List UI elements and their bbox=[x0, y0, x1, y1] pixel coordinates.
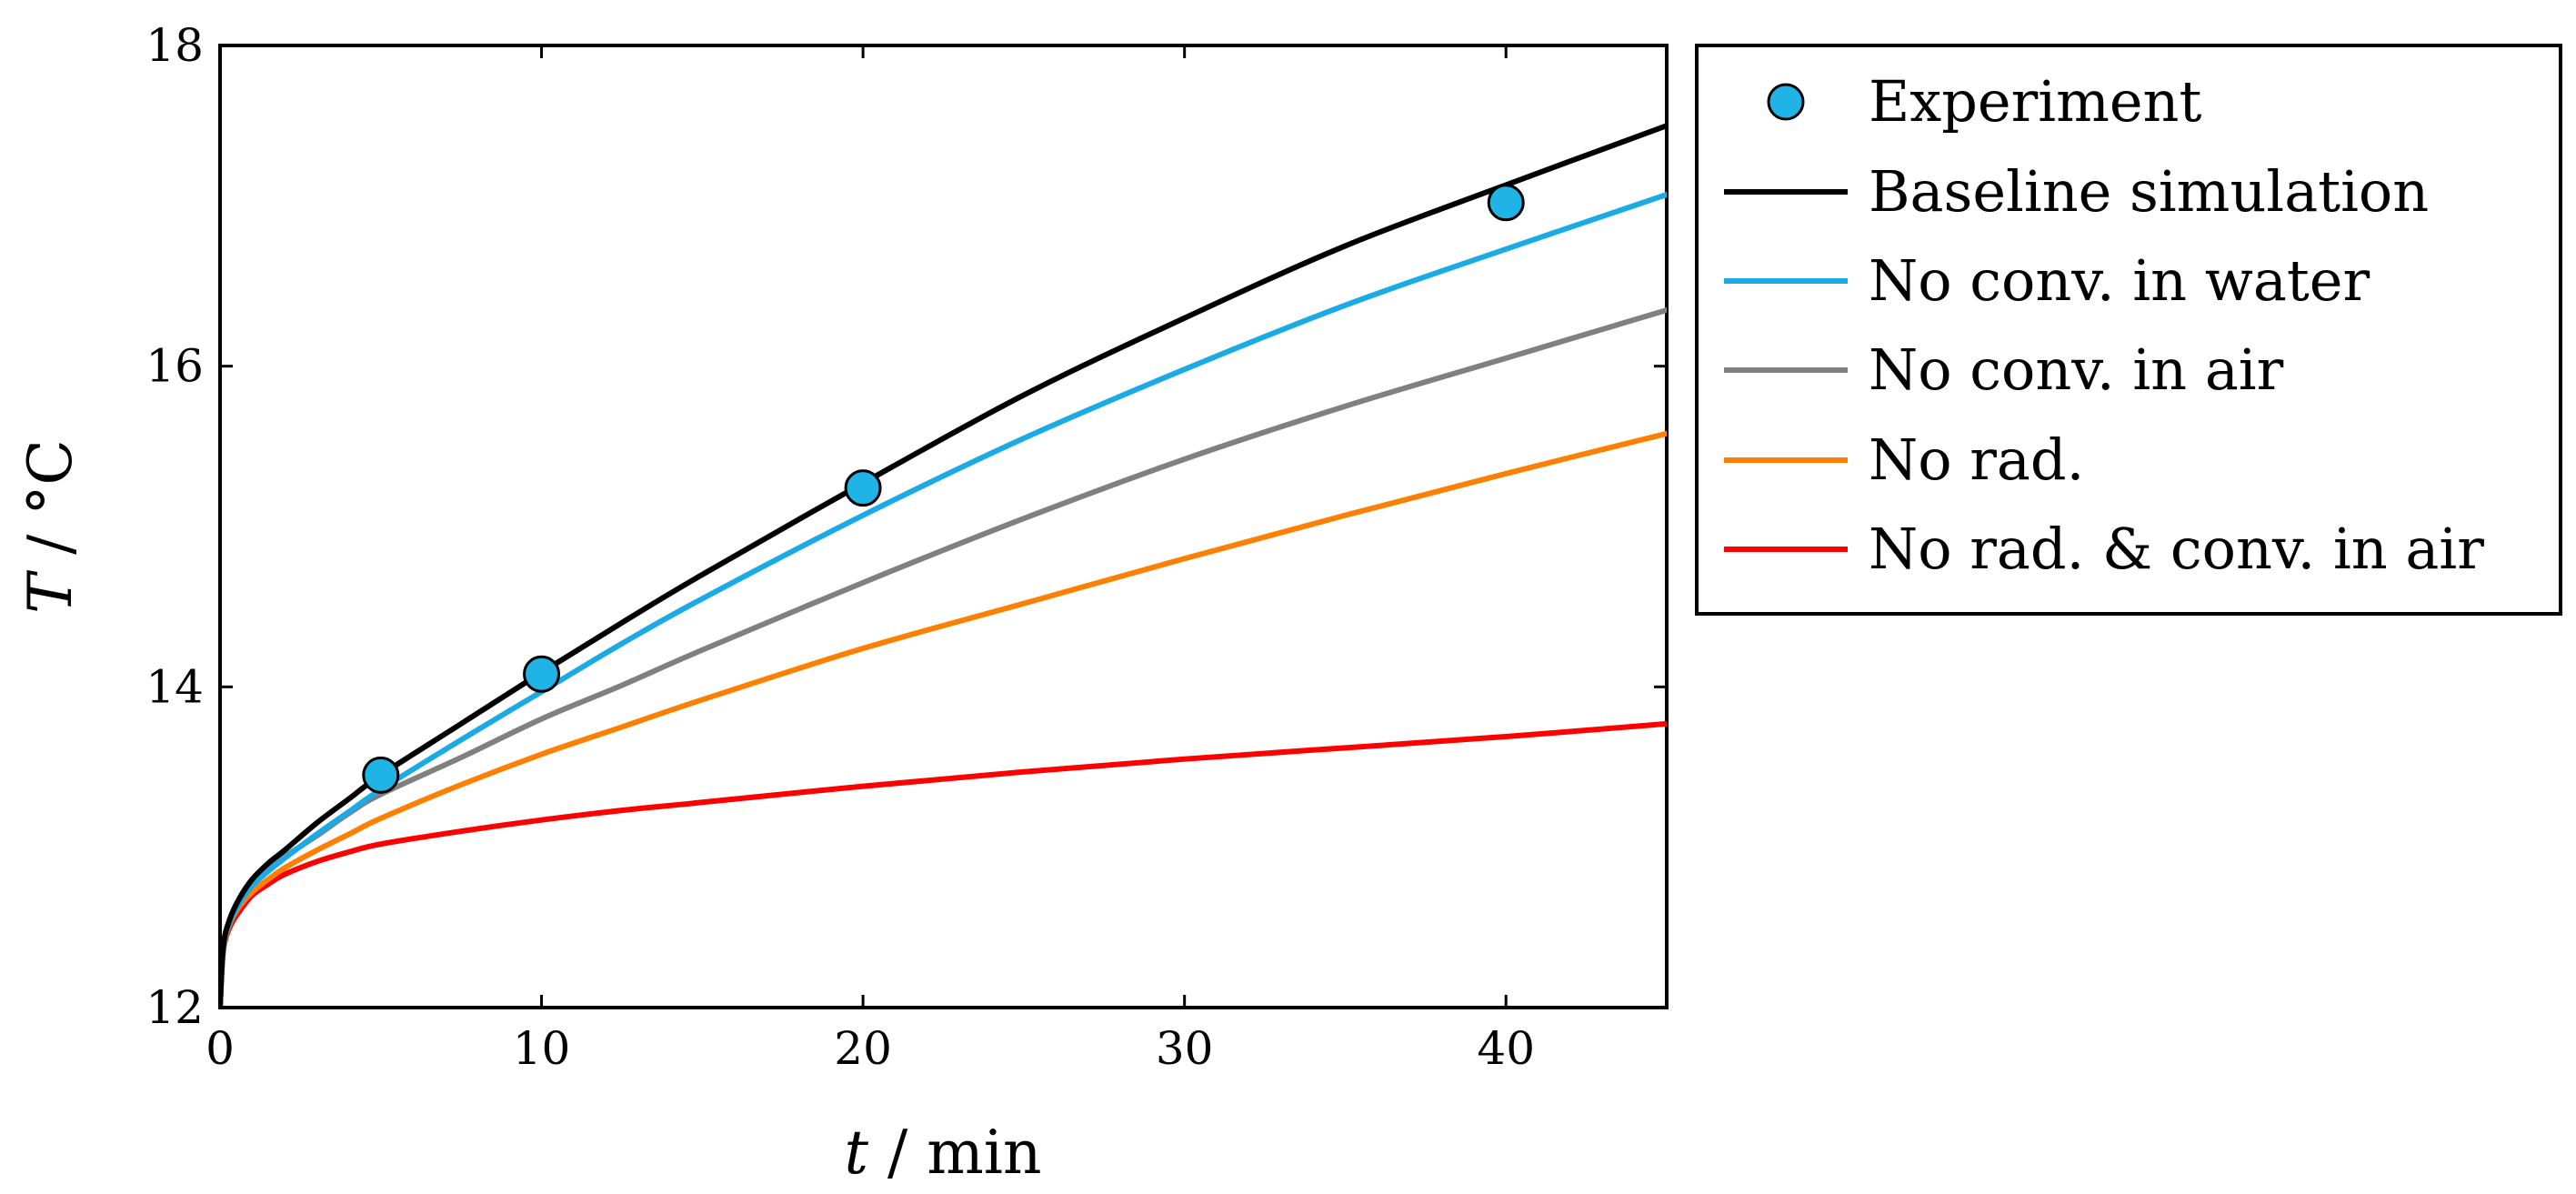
legend-items: Experiment Baseline simulation No conv. in… bbox=[1724, 68, 2484, 582]
y-axis-sep: / bbox=[15, 516, 85, 574]
y-tick-label: 14 bbox=[145, 660, 204, 713]
x-tick-label: 20 bbox=[834, 1022, 892, 1075]
experiment-point bbox=[844, 469, 882, 507]
y-tick-label: 16 bbox=[145, 340, 204, 393]
legend-swatch-experiment bbox=[1767, 83, 1805, 121]
experiment-point bbox=[1487, 184, 1525, 222]
experiment-points bbox=[362, 184, 1525, 794]
x-axis-unit: min bbox=[927, 1118, 1041, 1188]
legend-label-3: No conv. in air bbox=[1869, 336, 2284, 403]
plot-frame bbox=[218, 44, 1669, 1009]
y-axis-title: T / °C bbox=[15, 439, 85, 614]
series-lines bbox=[220, 123, 1667, 1008]
y-axis-var: T bbox=[15, 569, 85, 614]
x-axis-ticks: 0 10 20 30 40 bbox=[205, 45, 1535, 1075]
legend-label-1: Baseline simulation bbox=[1869, 158, 2429, 225]
x-tick-label: 30 bbox=[1156, 1022, 1214, 1075]
x-tick-label: 0 bbox=[205, 1022, 235, 1075]
legend-box bbox=[1695, 44, 2562, 616]
legend-label-2: No conv. in water bbox=[1869, 247, 2370, 314]
x-axis-sep: / bbox=[868, 1118, 927, 1188]
legend: Experiment Baseline simulation No conv. in… bbox=[1695, 44, 2562, 616]
series-line-1 bbox=[220, 123, 1667, 1008]
experiment-point bbox=[362, 756, 400, 794]
y-axis-unit: °C bbox=[15, 439, 85, 516]
legend-label-5: No rad. & conv. in air bbox=[1869, 516, 2484, 582]
experiment-point bbox=[523, 655, 561, 693]
series-line-4 bbox=[220, 430, 1667, 1008]
series-line-2 bbox=[220, 191, 1667, 1008]
x-axis-var: t bbox=[845, 1118, 869, 1188]
x-tick-label: 40 bbox=[1477, 1022, 1535, 1075]
legend-label-4: No rad. bbox=[1869, 426, 2084, 493]
y-axis-ticks: 12 14 16 18 bbox=[145, 19, 1667, 1034]
series-line-3 bbox=[220, 306, 1667, 1008]
y-tick-label: 18 bbox=[145, 19, 204, 72]
x-tick-label: 10 bbox=[513, 1022, 571, 1075]
legend-label-experiment: Experiment bbox=[1869, 68, 2201, 135]
y-tick-label: 12 bbox=[145, 981, 204, 1034]
x-axis-title: t / min bbox=[845, 1118, 1042, 1188]
